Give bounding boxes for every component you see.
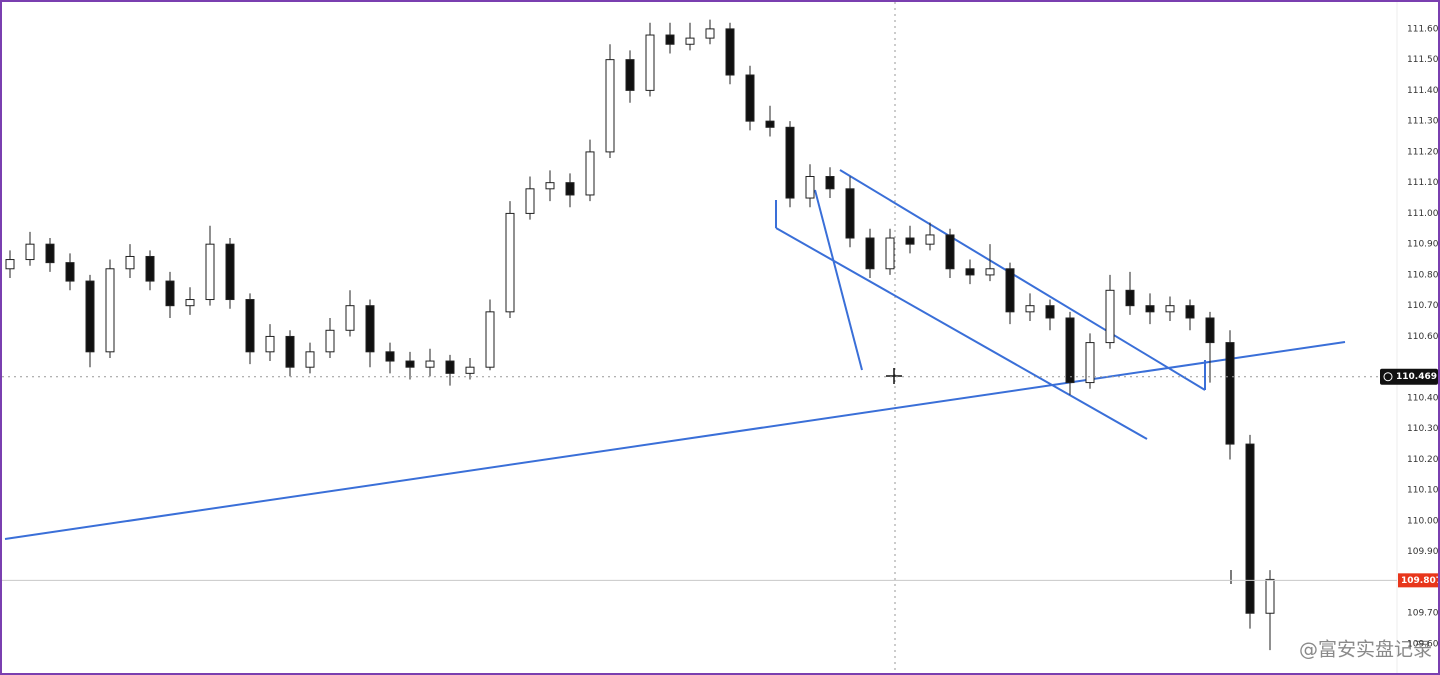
y-tick-label: 110.600 <box>1407 332 1438 342</box>
candle-body <box>845 188 855 239</box>
y-tick-label: 110.100 <box>1407 486 1438 496</box>
candle-body <box>365 305 375 353</box>
candle-body <box>485 311 495 368</box>
candle-body <box>825 176 835 190</box>
candle-body <box>565 182 575 196</box>
candle-body <box>25 243 35 261</box>
trendlines <box>4 169 1346 540</box>
watermark: @富安实盘记录 <box>1299 639 1432 661</box>
candle-body <box>505 212 515 313</box>
y-tick-label: 109.900 <box>1407 547 1438 557</box>
y-tick-label: 111.100 <box>1407 178 1438 188</box>
candle-body <box>85 280 95 353</box>
y-tick-label: 111.200 <box>1407 147 1438 157</box>
candle-body <box>385 351 395 362</box>
channel-lower <box>775 227 1148 440</box>
candle-body <box>1065 317 1075 384</box>
candle-body <box>805 176 815 199</box>
candle-body <box>1085 342 1095 384</box>
candle-body <box>245 299 255 353</box>
candle-body <box>265 335 275 353</box>
y-tick-label: 110.300 <box>1407 424 1438 434</box>
candle-body <box>1165 305 1175 313</box>
y-tick-label: 110.700 <box>1407 301 1438 311</box>
candle-body <box>425 360 435 368</box>
candle-body <box>1245 443 1255 614</box>
y-tick-label: 109.700 <box>1407 609 1438 619</box>
candle-body <box>1105 289 1115 344</box>
candle-body <box>185 299 195 307</box>
y-tick-label: 111.000 <box>1407 209 1438 219</box>
trendline <box>4 341 1346 540</box>
candle-body <box>285 335 295 368</box>
y-tick-label: 111.400 <box>1407 86 1438 96</box>
candle-body <box>45 243 55 264</box>
crosshair-price-label: 110.469 <box>1396 372 1437 382</box>
candle-body <box>1265 578 1275 614</box>
candle-body <box>405 360 415 368</box>
y-tick-label: 110.400 <box>1407 393 1438 403</box>
steep-line <box>814 189 863 371</box>
candle-body <box>685 37 695 45</box>
candle-body <box>105 268 115 353</box>
candle-body <box>345 305 355 331</box>
candle-body <box>445 360 455 374</box>
candle-body <box>945 234 955 270</box>
candle-body <box>985 268 995 276</box>
candle-body <box>905 237 915 245</box>
last-price-label: 109.807 <box>1401 576 1438 586</box>
channel-upper <box>839 169 1206 391</box>
crosshair-icon <box>1383 372 1393 382</box>
y-tick-label: 110.900 <box>1407 240 1438 250</box>
crosshair-price-box <box>1380 368 1438 385</box>
candle-body <box>865 237 875 270</box>
candle-body <box>645 34 655 91</box>
candle-body <box>125 255 135 270</box>
candle-body <box>5 259 15 270</box>
candle-body <box>525 188 535 214</box>
candle-body <box>745 74 755 122</box>
candle-body <box>605 59 615 153</box>
candle-body <box>1125 289 1135 307</box>
candle-body <box>585 151 595 196</box>
y-tick-label: 110.800 <box>1407 270 1438 280</box>
candle-body <box>145 255 155 282</box>
y-tick-label: 110.000 <box>1407 516 1438 526</box>
candle-body <box>1185 305 1195 319</box>
y-tick-label: 111.500 <box>1407 55 1438 65</box>
candle-body <box>205 243 215 301</box>
candle-body <box>885 237 895 270</box>
candle-body <box>765 120 775 128</box>
candle-body <box>1005 268 1015 313</box>
candle-body <box>1045 305 1055 319</box>
candles <box>5 19 1275 651</box>
candle-body <box>625 59 635 91</box>
candle-body <box>65 262 75 282</box>
candle-body <box>1205 317 1215 344</box>
candle-body <box>225 243 235 301</box>
candle-body <box>1025 305 1035 313</box>
candle-body <box>665 34 675 45</box>
candle-body <box>1145 305 1155 313</box>
candle-body <box>1225 342 1235 445</box>
candle-body <box>925 234 935 245</box>
y-tick-label: 111.300 <box>1407 117 1438 127</box>
y-tick-label: 109.600 <box>1407 640 1438 650</box>
y-tick-label: 111.600 <box>1407 24 1438 34</box>
y-tick-label: 110.200 <box>1407 455 1438 465</box>
candle-body <box>965 268 975 276</box>
candle-body <box>785 126 795 199</box>
candle-body <box>305 351 315 368</box>
candle-body <box>705 28 715 39</box>
candle-body <box>725 28 735 76</box>
candle-body <box>465 366 475 374</box>
candle-body <box>165 280 175 307</box>
candle-body <box>325 329 335 353</box>
candle-body <box>545 182 555 190</box>
last-price-box <box>1398 573 1438 588</box>
